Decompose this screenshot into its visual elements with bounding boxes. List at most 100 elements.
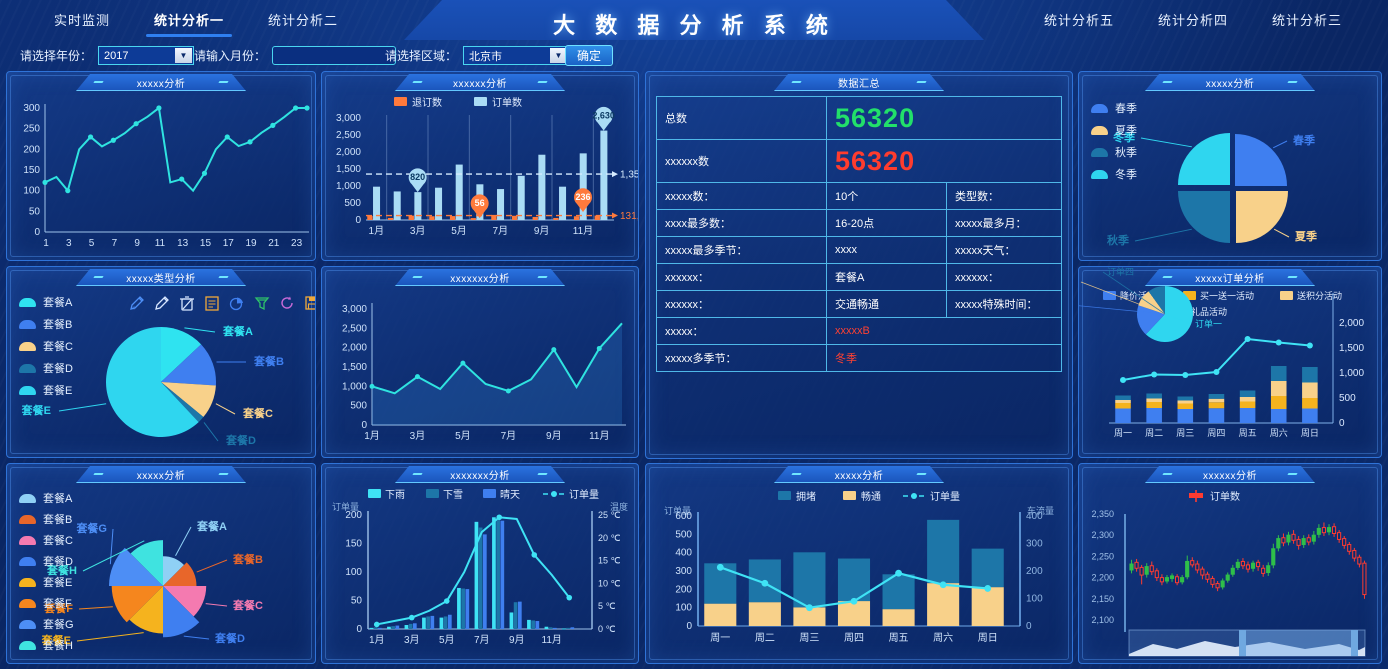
pie-slice[interactable]	[130, 540, 163, 586]
legend-item[interactable]: 套餐D	[19, 553, 74, 569]
legend-sunny[interactable]: 晴天	[483, 486, 520, 501]
pie-slice[interactable]	[163, 586, 200, 638]
datazoom-handle-left[interactable]	[1239, 630, 1246, 656]
data-point	[414, 374, 420, 380]
pie-slice[interactable]	[161, 327, 202, 382]
pencil-add-icon[interactable]: +	[129, 295, 145, 312]
table-cell: 16-20点	[827, 210, 947, 236]
tab-stats-3[interactable]: 统计分析三	[1271, 13, 1342, 28]
month-input[interactable]	[272, 46, 397, 65]
table-cell: xxxxxB	[835, 325, 870, 337]
legend-item[interactable]: 套餐G	[19, 616, 74, 632]
datazoom-window[interactable]	[1243, 630, 1355, 656]
data-point	[1151, 371, 1158, 378]
list-icon[interactable]	[204, 295, 220, 311]
bar	[793, 552, 826, 608]
pie-slice[interactable]	[1148, 286, 1165, 314]
year-select[interactable]: 2017 ▼	[98, 46, 195, 65]
bar	[482, 534, 487, 629]
legend-points[interactable]: 送积分活动	[1280, 289, 1342, 302]
pie-leader-line	[215, 403, 236, 415]
pie-slice[interactable]	[161, 382, 216, 418]
x-tick-label: 周一	[710, 632, 730, 644]
submit-button[interactable]: 确定	[565, 45, 614, 66]
pie-slice[interactable]	[1138, 291, 1165, 314]
y-tick-label: 2,100	[1091, 615, 1114, 625]
pie-slice[interactable]	[1178, 133, 1230, 185]
y-tick-label: 500	[675, 529, 692, 540]
x-tick-label: 周一	[1114, 428, 1132, 438]
candle-body	[1159, 577, 1164, 583]
table-cell: xxxxx特殊时间：	[947, 291, 1072, 317]
legend-item[interactable]: 套餐B	[19, 316, 73, 332]
pie-slice[interactable]	[163, 586, 207, 617]
legend-item[interactable]: 套餐D	[19, 360, 73, 376]
pie-slice[interactable]	[1235, 134, 1287, 186]
y-tick-label: 1,000	[342, 381, 367, 392]
chevron-down-icon[interactable]: ▼	[550, 48, 568, 63]
legend-item[interactable]: 秋季	[1091, 144, 1137, 160]
save-icon[interactable]	[304, 295, 316, 311]
legend-snow[interactable]: 下雪	[426, 486, 463, 501]
pie-slice[interactable]	[111, 586, 163, 623]
pie-slice[interactable]	[1137, 305, 1165, 335]
legend-order-volume[interactable]: 订单量	[903, 488, 960, 503]
candle-body	[1316, 527, 1321, 535]
x-tick-label: 7	[112, 238, 118, 249]
legend-bogo[interactable]: 买一送一活动	[1183, 289, 1254, 302]
legend-item[interactable]: 春季	[1091, 100, 1137, 116]
x-tick-label: 1月	[364, 430, 380, 442]
candle-body	[1225, 574, 1230, 581]
trash-icon[interactable]	[179, 295, 195, 311]
legend-item[interactable]: 套餐A	[19, 294, 73, 310]
legend-item[interactable]: 夏季	[1091, 122, 1137, 138]
y-tick-label: 500	[344, 198, 361, 209]
bar-segment	[1146, 408, 1162, 423]
datazoom-handle-right[interactable]	[1351, 630, 1358, 656]
chevron-down-icon[interactable]: ▼	[175, 48, 193, 63]
legend-item[interactable]: 套餐B	[19, 511, 74, 527]
data-point	[460, 360, 466, 366]
tab-stats-2[interactable]: 统计分析二	[268, 13, 339, 28]
legend-order-volume[interactable]: 订单量	[543, 486, 599, 501]
legend-item[interactable]: 冬季	[1091, 166, 1137, 182]
tab-realtime[interactable]: 实时监测	[54, 13, 111, 28]
legend-smooth[interactable]: 畅通	[843, 488, 881, 503]
region-select[interactable]: 北京市 ▼	[463, 46, 570, 65]
legend-item[interactable]: 套餐A	[19, 490, 74, 506]
legend-item[interactable]: 套餐F	[19, 595, 74, 611]
bar	[369, 627, 374, 629]
legend-congested[interactable]: 拥堵	[778, 488, 816, 503]
legend-item[interactable]: 套餐C	[19, 532, 74, 548]
x-tick-label: 9月	[546, 430, 562, 442]
legend-item[interactable]: 套餐E	[19, 382, 73, 398]
legend-order-count[interactable]: 订单数	[1188, 488, 1240, 503]
pie-slice[interactable]	[163, 556, 185, 586]
legend-refund[interactable]: 退订数	[394, 94, 442, 109]
pie-slice[interactable]	[1145, 286, 1193, 342]
legend-item[interactable]: 套餐C	[19, 338, 73, 354]
legend-order[interactable]: 订单数	[474, 94, 522, 109]
piechart-icon[interactable]	[229, 295, 245, 311]
pencil-minus-icon[interactable]	[154, 295, 170, 311]
pie-slice[interactable]	[1178, 191, 1230, 243]
y-tick-label: 2,000	[336, 147, 361, 158]
pie-slice[interactable]	[1236, 191, 1288, 243]
tab-stats-1[interactable]: 统计分析一	[132, 6, 246, 37]
tab-stats-5[interactable]: 统计分析五	[1043, 13, 1114, 28]
legend-item[interactable]: 套餐H	[19, 637, 74, 653]
pie-slice[interactable]	[163, 562, 197, 586]
pie-slice[interactable]	[129, 586, 163, 634]
tab-stats-4[interactable]: 统计分析四	[1157, 13, 1228, 28]
refresh-icon[interactable]	[279, 295, 295, 311]
bar-segment	[1177, 403, 1194, 409]
pie-slice[interactable]	[161, 344, 216, 386]
legend-item[interactable]: 套餐E	[19, 574, 74, 590]
y-tick-label: 200	[345, 510, 362, 521]
pie-slice[interactable]	[105, 327, 199, 437]
pie-slice[interactable]	[161, 382, 204, 423]
pie-slice[interactable]	[109, 547, 163, 586]
funnel-icon[interactable]	[254, 295, 270, 311]
legend-rain[interactable]: 下雨	[368, 486, 405, 501]
